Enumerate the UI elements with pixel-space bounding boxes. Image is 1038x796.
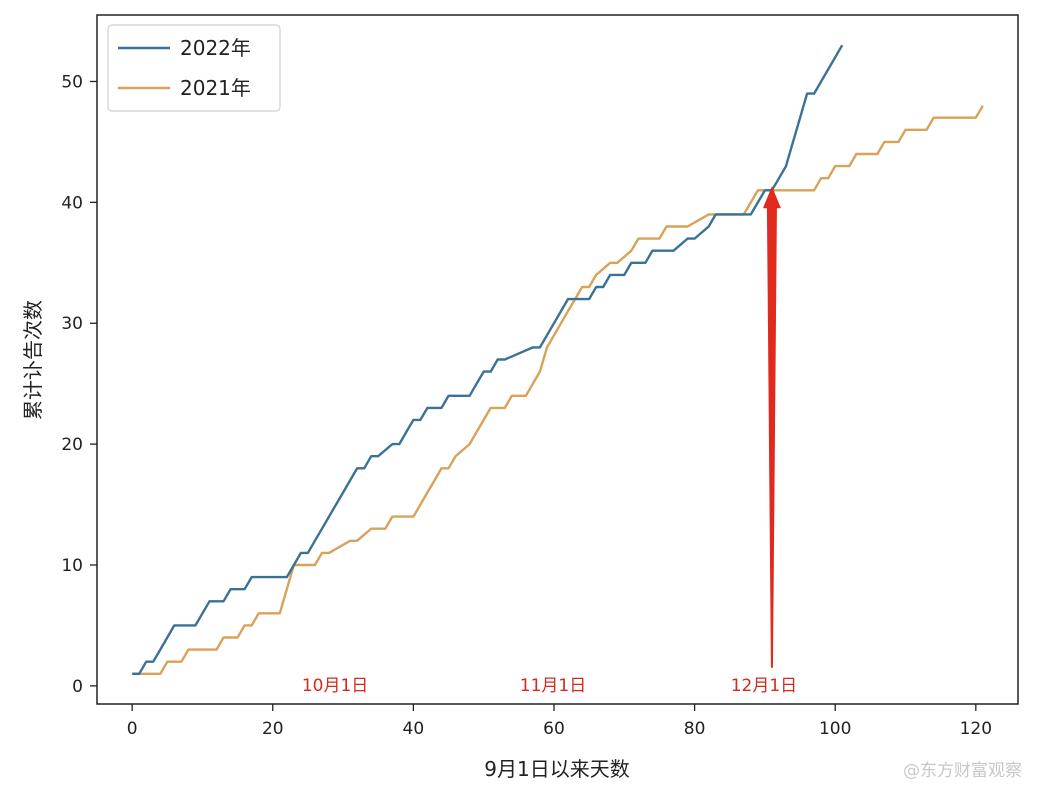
y-tick-label: 50 (61, 72, 83, 92)
series-line-2022 (132, 44, 844, 675)
x-tick-label: 40 (403, 719, 425, 739)
plot-frame (96, 14, 1019, 705)
date-annotation: 12月1日 (731, 676, 797, 696)
legend-label-2021: 2021年 (180, 76, 251, 100)
x-tick-label: 80 (684, 719, 706, 739)
y-tick-label: 30 (61, 314, 83, 334)
annotation-layer: 10月1日 11月1日 12月1日 (302, 186, 797, 696)
ticks-layer: 0 20 40 60 80 100 120 0 10 20 30 40 50 (61, 72, 992, 739)
y-tick-label: 0 (72, 677, 83, 697)
watermark: @东方财富观察 (903, 761, 1022, 781)
x-tick-label: 100 (819, 719, 851, 739)
x-tick-label: 0 (127, 719, 138, 739)
x-axis-label: 9月1日以来天数 (484, 757, 629, 781)
series-line-2021 (132, 105, 984, 675)
x-tick-label: 60 (543, 719, 565, 739)
legend-label-2022: 2022年 (180, 36, 251, 60)
series-layer (132, 44, 984, 675)
legend: 2022年 2021年 (107, 24, 281, 112)
x-tick-label: 120 (960, 719, 992, 739)
x-tick-label: 20 (262, 719, 284, 739)
legend-box (107, 24, 281, 112)
y-axis-label: 累计讣告次数 (21, 300, 45, 420)
y-tick-label: 20 (61, 435, 83, 455)
date-annotation: 10月1日 (302, 676, 368, 696)
date-annotation: 11月1日 (520, 676, 586, 696)
y-tick-label: 10 (61, 556, 83, 576)
red-arrow (762, 186, 781, 668)
y-tick-label: 40 (61, 193, 83, 213)
